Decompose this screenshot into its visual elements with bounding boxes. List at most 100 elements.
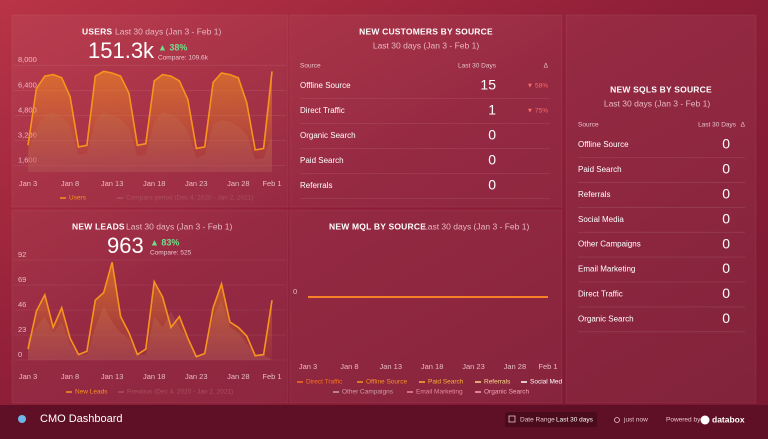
x-tick-label: Jan 23 xyxy=(462,362,485,371)
row-label: Paid Search xyxy=(578,165,622,174)
legend-label: Compare period (Dec 4, 2020 - Jan 2, 202… xyxy=(126,195,254,202)
x-tick-label: Jan 18 xyxy=(143,372,166,381)
legend-label: New Leads xyxy=(75,389,108,396)
x-tick-label: Feb 1 xyxy=(538,362,557,371)
series-line xyxy=(27,70,273,151)
y-tick-label: 69 xyxy=(18,275,26,284)
brand-name[interactable]: databox xyxy=(712,414,745,424)
widget-subtitle[interactable]: Last 30 days (Jan 3 - Feb 1) xyxy=(126,221,232,231)
series-area xyxy=(28,71,272,172)
date-range-button[interactable] xyxy=(505,412,597,427)
row-label: Referrals xyxy=(578,190,610,199)
widget-title: NEW LEADS xyxy=(72,221,125,231)
powered-by: Powered by xyxy=(666,417,701,424)
row-value: 0 xyxy=(722,210,730,226)
row-value: 0 xyxy=(722,161,730,177)
row-value: 1 xyxy=(488,102,496,118)
kpi-compare: Compare: 109.6k xyxy=(158,55,209,62)
legend-label: Social Media xyxy=(530,379,568,386)
widget-subtitle[interactable]: Last 30 days (Jan 3 - Feb 1) xyxy=(423,221,529,231)
calendar-icon xyxy=(508,415,516,423)
chart: 1,600 3,200 4,800 6,400 8,000 Jan 3 Jan 8 Jan 1… xyxy=(14,55,286,202)
widget-subtitle[interactable]: Last 30 days (Jan 3 - Feb 1) xyxy=(373,40,479,50)
logo-icon xyxy=(18,415,26,423)
legend-label: Referrals xyxy=(484,379,511,386)
legend-label: Email Marketing xyxy=(416,389,463,396)
x-tick-label: Jan 8 xyxy=(340,362,358,371)
kpi-value: 151.3k xyxy=(88,38,155,63)
table-header: Last 30 Days xyxy=(698,122,737,129)
x-tick-label: Jan 8 xyxy=(61,179,79,188)
row-value: 0 xyxy=(722,136,730,152)
row-label: Direct Traffic xyxy=(300,106,345,115)
dashboard-title[interactable]: CMO Dashboard xyxy=(40,413,123,425)
updated-time: just now xyxy=(623,417,648,424)
x-tick-label: Jan 28 xyxy=(227,179,250,188)
table-header: Source xyxy=(300,63,321,70)
row-label: Social Media xyxy=(578,215,624,224)
legend-label: Previous (Dec 4, 2020 - Jan 2, 2021) xyxy=(127,389,233,396)
row-value: 0 xyxy=(722,235,730,251)
x-tick-label: Jan 13 xyxy=(379,362,402,371)
y-tick-label: 23 xyxy=(18,325,26,334)
widget-subtitle[interactable]: Last 30 days (Jan 3 - Feb 1) xyxy=(115,26,221,36)
legend-label: Other Campaigns xyxy=(342,389,394,396)
kpi-value: 963 xyxy=(107,233,144,258)
row-value: 0 xyxy=(722,186,730,202)
x-tick-label: Jan 18 xyxy=(421,362,444,371)
y-tick-label: 1,600 xyxy=(18,156,37,165)
legend-label: Organic Search xyxy=(484,389,530,396)
row-label: Direct Traffic xyxy=(578,290,623,299)
y-tick-label: 92 xyxy=(18,250,26,259)
y-tick-label: 0 xyxy=(18,350,22,359)
row-value: 0 xyxy=(488,177,496,193)
row-label: Email Marketing xyxy=(578,265,635,274)
x-tick-label: Feb 1 xyxy=(262,179,281,188)
panel xyxy=(11,209,289,404)
table-header: Source xyxy=(578,122,599,129)
kpi-change: ▲ 38% xyxy=(158,42,187,52)
row-value: 0 xyxy=(722,260,730,276)
row-label: Paid Search xyxy=(300,156,344,165)
row-delta: ▼ 75% xyxy=(527,108,548,115)
widget-subtitle[interactable]: Last 30 days (Jan 3 - Feb 1) xyxy=(604,98,710,108)
panels xyxy=(11,14,757,404)
table-header: Δ xyxy=(544,63,549,70)
panel xyxy=(565,14,757,404)
y-tick-label: 46 xyxy=(18,300,26,309)
x-tick-label: Jan 18 xyxy=(143,179,166,188)
x-tick-label: Jan 28 xyxy=(504,362,527,371)
row-value: 0 xyxy=(488,152,496,168)
x-tick-label: Jan 3 xyxy=(19,372,37,381)
row-label: Offline Source xyxy=(578,140,629,149)
x-tick-label: Jan 23 xyxy=(185,372,208,381)
widget-title: NEW MQL BY SOURCE xyxy=(329,221,426,231)
chart: 0 23 46 69 92 Jan 3 Jan 8 Jan 13 Jan 18 Jan 23 Jan… xyxy=(14,250,286,396)
row-label: Organic Search xyxy=(578,314,634,323)
row-value: 0 xyxy=(722,285,730,301)
panel xyxy=(289,209,563,404)
x-tick-label: Jan 8 xyxy=(61,372,79,381)
series-area xyxy=(28,262,272,360)
legend-label: Users xyxy=(69,195,87,202)
brand-icon xyxy=(700,415,710,425)
x-tick-label: Feb 1 xyxy=(262,372,281,381)
table-header: Last 30 Days xyxy=(458,63,497,70)
row-label: Offline Source xyxy=(300,81,351,90)
y-tick-label: 8,000 xyxy=(18,55,37,64)
footer-bar xyxy=(0,405,768,439)
kpi-compare: Compare: 525 xyxy=(150,250,192,257)
refresh-icon[interactable] xyxy=(614,417,620,423)
y-tick-label: 6,400 xyxy=(18,80,37,89)
kpi-change: ▲ 83% xyxy=(150,237,179,247)
widget-title: USERS xyxy=(82,26,112,36)
y-tick-label: 4,800 xyxy=(18,105,37,114)
table-header: Δ xyxy=(741,122,746,129)
y-tick-label: 3,200 xyxy=(18,131,37,140)
date-range-label: Date Range xyxy=(520,417,555,424)
y-tick-label: 0 xyxy=(293,287,297,296)
series-line xyxy=(27,261,273,358)
chart: 0 Jan 3 Jan 8 Jan 13 Jan 18 Jan 23 Jan 28 Feb 1… xyxy=(293,287,568,396)
row-delta: ▼ 58% xyxy=(527,83,548,90)
